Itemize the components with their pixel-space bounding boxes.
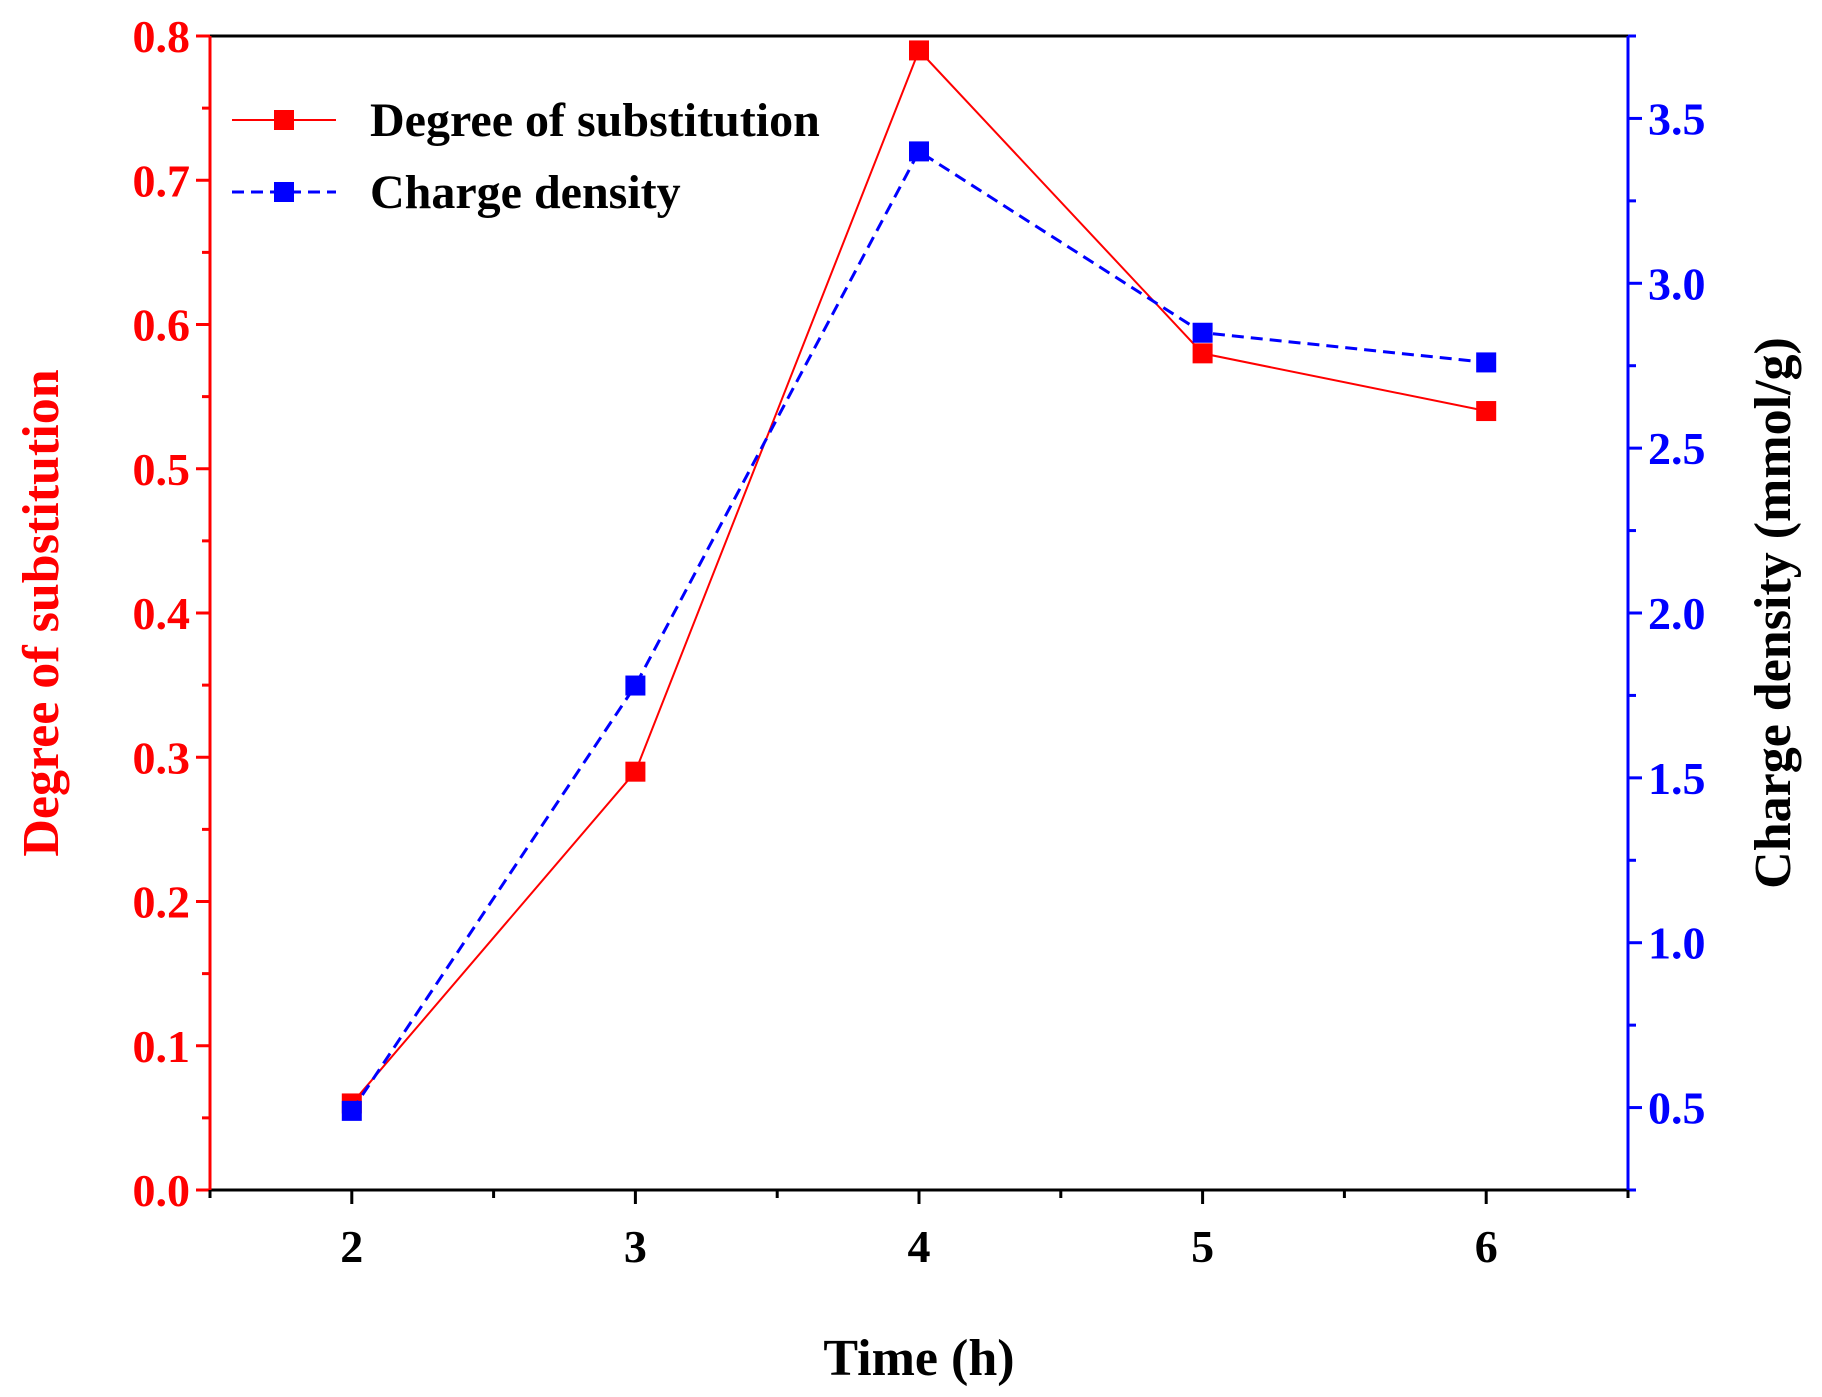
series-1-marker	[909, 40, 929, 61]
legend-marker-1	[274, 110, 294, 130]
right-tick-label: 1.5	[1648, 753, 1706, 804]
left-tick-label: 0.7	[133, 155, 191, 206]
series-layer	[341, 40, 1497, 1121]
left-tick-label: 0.0	[133, 1165, 191, 1216]
axis-titles: Time (h) Degree of substitution Charge den…	[13, 337, 1802, 1387]
series-2-marker	[1476, 352, 1497, 373]
series-1-marker	[1192, 343, 1213, 364]
left-tick-label: 0.1	[133, 1021, 191, 1072]
right-tick-label: 0.5	[1648, 1083, 1706, 1134]
right-axis-title: Charge density (mmol/g)	[1745, 337, 1802, 889]
legend-marker-2	[274, 182, 294, 202]
legend-label-1: Degree of substitution	[370, 94, 820, 147]
left-tick-label: 0.2	[133, 877, 191, 928]
left-tick-label: 0.5	[133, 444, 191, 495]
right-axis: 0.5 1.0 1.5 2.0 2.5 3.0 3.5	[1628, 34, 1706, 1192]
series-line-2	[350, 149, 1487, 1112]
left-tick-label: 0.3	[133, 732, 191, 783]
left-tick-label: 0.8	[133, 11, 191, 62]
series-2-marker	[625, 675, 646, 696]
legend-label-2: Charge density	[370, 166, 681, 219]
right-tick-label: 1.0	[1648, 918, 1706, 969]
x-axis-title: Time (h)	[823, 1330, 1014, 1387]
right-tick-label: 3.0	[1648, 258, 1706, 309]
series-1-marker	[625, 761, 646, 782]
series-2-marker	[341, 1100, 362, 1121]
x-tick-label: 2	[340, 1221, 363, 1272]
left-axis: 0.0 0.1 0.2 0.3 0.4 0.5 0.6 0.7 0.8	[133, 11, 210, 1216]
x-axis: 2 3 4 5 6	[208, 1190, 1630, 1272]
left-tick-label: 0.6	[133, 300, 191, 351]
left-axis-title: Degree of substitution	[13, 369, 70, 856]
left-tick-label: 0.4	[133, 588, 191, 639]
legend: Degree of substitution Charge density	[232, 94, 820, 219]
right-tick-label: 3.5	[1648, 93, 1706, 144]
series-2-marker	[909, 141, 929, 162]
x-tick-label: 5	[1191, 1221, 1214, 1272]
x-tick-label: 6	[1475, 1221, 1498, 1272]
series-1-marker	[1476, 401, 1497, 422]
x-tick-label: 3	[624, 1221, 647, 1272]
right-tick-label: 2.0	[1648, 588, 1706, 639]
x-tick-label: 4	[908, 1221, 931, 1272]
right-tick-label: 2.5	[1648, 423, 1706, 474]
series-2-marker	[1192, 322, 1213, 343]
